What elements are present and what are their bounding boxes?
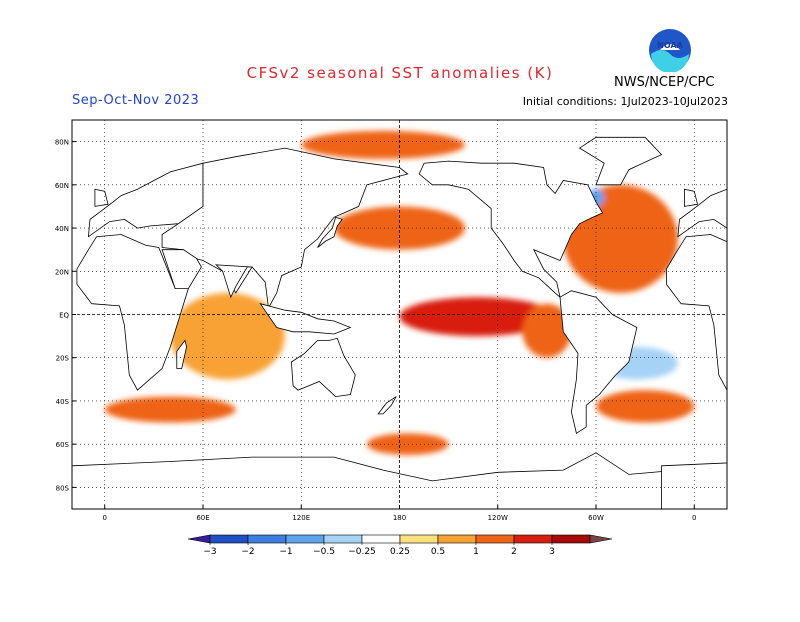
lat-tick-label: 60S [56, 441, 70, 449]
lon-tick-label: 60E [196, 514, 209, 522]
colorbar-tick-label: 0.5 [431, 547, 445, 557]
colorbar-tick-label: −0.5 [313, 547, 335, 557]
colorbar-high-triangle [590, 535, 612, 543]
colorbar: −3 −2 −1 −0.5 −0.25 0.25 0.5 1 2 3 [188, 535, 612, 557]
colorbar-low-triangle [188, 535, 210, 543]
anomaly-region-southern-ocean-indian [105, 397, 236, 423]
lat-tick-label: 20S [56, 355, 70, 363]
land-asia [752, 148, 800, 308]
colorbar-tick-label: −3 [203, 547, 216, 557]
colorbar-segment [476, 535, 514, 543]
lat-tick-label: 80N [55, 139, 69, 147]
colorbar-segment [248, 535, 286, 543]
anomaly-region-arctic-north [301, 131, 465, 159]
lat-tick-label: EQ [59, 312, 69, 320]
colorbar-tick-label: −1 [279, 547, 292, 557]
colorbar-tick-label: 3 [549, 547, 555, 557]
lon-tick-label: 60W [588, 514, 604, 522]
colorbar-segment [400, 535, 438, 543]
land-north-america [0, 161, 13, 297]
lat-tick-label: 80S [56, 484, 70, 492]
lon-tick-label: 120E [292, 514, 310, 522]
lon-tick-label: 0 [692, 514, 696, 522]
colorbar-tick-label: −0.25 [348, 547, 376, 557]
lon-tick-label: 120W [488, 514, 508, 522]
lat-tick-label: 40N [55, 225, 69, 233]
lat-tick-label: 60N [55, 182, 69, 190]
colorbar-tick-label: 0.25 [390, 547, 410, 557]
colorbar-segment [438, 535, 476, 543]
colorbar-segment [552, 535, 590, 543]
lon-tick-label: 0 [103, 514, 107, 522]
lon-tick-label: 180 [393, 514, 406, 522]
colorbar-segment [362, 535, 400, 543]
colorbar-tick-label: −2 [241, 547, 254, 557]
colorbar-segment [324, 535, 362, 543]
lat-tick-label: 20N [55, 268, 69, 276]
land-madagascar [766, 340, 776, 368]
land-arabia [752, 250, 791, 289]
colorbar-tick-label: 2 [511, 547, 517, 557]
land-south-america [0, 291, 47, 434]
colorbar-tick-label: 1 [473, 547, 479, 557]
colorbar-segment [286, 535, 324, 543]
colorbar-segment [210, 535, 248, 543]
colorbar-segment [514, 535, 552, 543]
anomaly-region-southern-ocean-atlantic [596, 390, 694, 422]
lat-tick-label: 40S [56, 398, 70, 406]
anomaly-region-south-pacific-neutral [400, 347, 515, 390]
